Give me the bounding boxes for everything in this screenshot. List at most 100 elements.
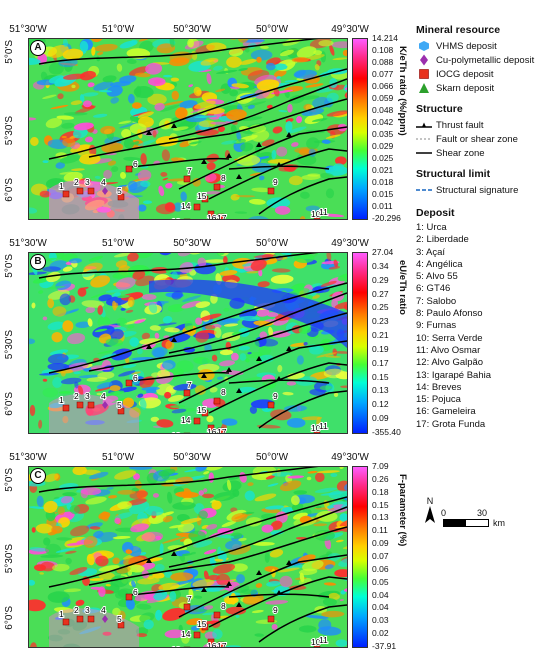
colorbar (352, 466, 368, 648)
deposit-label-15: 15 (197, 405, 207, 415)
deposit-label-2: 2 (74, 605, 79, 615)
deposit-label-5: 5 (117, 614, 122, 624)
legend-skarn: Skarn deposit (416, 81, 550, 95)
colorbar-value: 0.06 (372, 565, 389, 574)
deposit-marker-8 (214, 398, 220, 404)
deposit-label-13: 13 (171, 431, 181, 433)
deposit-title: Deposit (416, 207, 550, 219)
deposit-marker-14 (194, 418, 200, 424)
deposit-label-4: 4 (101, 605, 106, 615)
deposit-label-9: 9 (273, 605, 278, 615)
deposit-label-2: 2 (74, 177, 79, 187)
colorbar-title: K/eTh ratio (%/ppm) (396, 46, 408, 211)
scale-start: 0 (441, 508, 446, 518)
colorbar-value: 7.09 (372, 462, 389, 471)
deposit-marker-1 (63, 405, 69, 411)
longitude-tick: 51°0'W (102, 238, 134, 249)
deposit-label-11: 11 (319, 207, 328, 217)
deposit-label-9: 9 (273, 391, 278, 401)
deposit-label-17: 17 (217, 213, 227, 219)
deposit-label-13: 13 (171, 645, 181, 647)
deposit-marker-3 (88, 188, 94, 194)
colorbar-value: 0.025 (372, 154, 393, 163)
north-arrow-icon (424, 506, 436, 524)
panel-letter: C (30, 468, 46, 484)
deposit-list-item: 13: Igarapé Bahia (416, 370, 550, 382)
legend-structural-signature: Structural signature (416, 183, 550, 197)
structure-title: Structure (416, 103, 550, 115)
deposit-label-1: 1 (59, 609, 64, 619)
panel-letter: B (30, 254, 46, 270)
deposit-label-11: 11 (319, 421, 328, 431)
deposit-marker-6 (126, 380, 132, 386)
deposit-marker-2 (77, 188, 83, 194)
colorbar-value: 0.12 (372, 400, 389, 409)
longitude-tick: 50°0'W (256, 24, 288, 35)
diamond-icon (416, 54, 432, 66)
blue-dashed-line-icon (416, 184, 432, 196)
deposit-marker-14 (194, 632, 200, 638)
deposit-label-6: 6 (133, 159, 138, 169)
deposit-label-3: 3 (85, 177, 90, 187)
deposit-list-item: 7: Salobo (416, 296, 550, 308)
colorbar-value: 0.11 (372, 526, 388, 535)
colorbar-value: 0.048 (372, 106, 393, 115)
raster-map: 1234567891011121314151617 (28, 252, 348, 434)
triangle-icon (416, 82, 432, 94)
colorbar-value: 0.15 (372, 501, 389, 510)
legend-vhms: VHMS deposit (416, 39, 550, 53)
deposit-list-item: 11: Alvo Osmar (416, 345, 550, 357)
colorbar-value: 0.035 (372, 130, 393, 139)
deposit-label-7: 7 (187, 166, 192, 176)
longitude-tick: 51°30'W (9, 452, 47, 463)
deposit-label-8: 8 (221, 601, 226, 611)
hexagon-icon (416, 40, 432, 52)
colorbar-value: 0.27 (372, 290, 389, 299)
deposit-marker-8 (214, 612, 220, 618)
structural-limit-title: Structural limit (416, 168, 550, 180)
deposit-marker-6 (126, 166, 132, 172)
deposit-label-5: 5 (117, 400, 122, 410)
deposit-marker-2 (77, 402, 83, 408)
latitude-tick: 5°0'S (4, 254, 15, 278)
colorbar-value: 0.03 (372, 616, 389, 625)
latitude-tick: 5°0'S (4, 468, 15, 492)
colorbar-value: 0.05 (372, 578, 389, 587)
deposit-label-1: 1 (59, 181, 64, 191)
legend-cu-polymetallic: Cu-polymetallic deposit (416, 53, 550, 67)
colorbar-value: 14.214 (372, 34, 398, 43)
latitude-tick: 6°0'S (4, 392, 15, 416)
colorbar-value: 0.059 (372, 94, 393, 103)
deposit-label-3: 3 (85, 605, 90, 615)
scale-bar: 0 30 km (443, 508, 550, 534)
dashed-line-icon (416, 133, 432, 145)
legend-fault-shear-zone: Fault or shear zone (416, 132, 550, 146)
deposit-label-6: 6 (133, 373, 138, 383)
colorbar-value: 0.02 (372, 629, 389, 638)
colorbar-value: 0.13 (372, 513, 389, 522)
colorbar-value: 0.021 (372, 166, 393, 175)
deposit-marker-9 (268, 402, 274, 408)
colorbar (352, 38, 368, 220)
colorbar-value: 0.015 (372, 190, 393, 199)
deposit-marker-8 (214, 184, 220, 190)
deposit-list-item: 2: Liberdade (416, 234, 550, 246)
longitude-tick: 50°0'W (256, 238, 288, 249)
colorbar-value: 0.018 (372, 178, 393, 187)
deposit-marker-14 (194, 204, 200, 210)
scale-end: 30 (477, 508, 487, 518)
colorbar-value: 0.21 (372, 331, 389, 340)
colorbar-value: 0.34 (372, 262, 389, 271)
colorbar-value: 0.042 (372, 118, 393, 127)
colorbar-value: 0.09 (372, 414, 389, 423)
legend: Mineral resource VHMS deposit Cu-polymet… (416, 24, 550, 431)
colorbar-value: -355.40 (372, 428, 401, 437)
latitude-tick: 5°30'S (4, 544, 15, 573)
deposit-list-item: 6: GT46 (416, 283, 550, 295)
deposit-marker-9 (268, 188, 274, 194)
colorbar-value: 0.04 (372, 603, 389, 612)
deposit-label-17: 17 (217, 427, 227, 433)
